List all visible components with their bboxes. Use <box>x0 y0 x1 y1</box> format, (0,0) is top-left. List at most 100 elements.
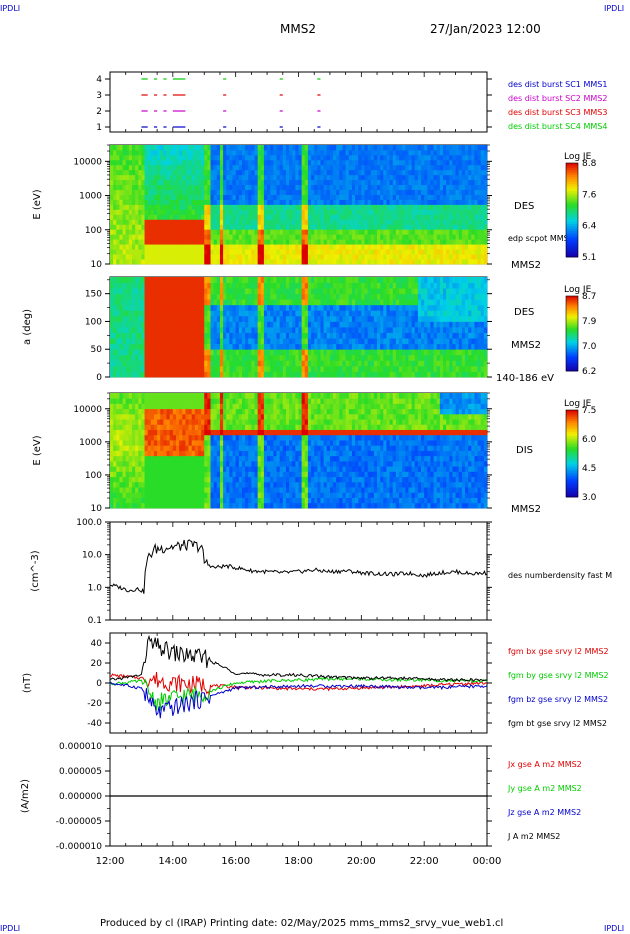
des-energy-cell <box>370 159 375 166</box>
des-energy-cell <box>197 194 202 200</box>
des-energy-cell <box>116 159 120 166</box>
des-energy-cell <box>367 219 372 225</box>
des-energy-cell <box>150 224 155 230</box>
des-pitch-cell <box>150 315 155 322</box>
des-energy-cell <box>210 214 215 220</box>
des-energy-cell <box>336 234 340 240</box>
des-energy-cell <box>430 194 434 200</box>
des-energy-cell <box>153 244 158 250</box>
des-energy-cell <box>270 239 274 245</box>
des-energy-cell <box>449 145 453 151</box>
des-energy-cell <box>389 194 394 200</box>
des-energy-cell <box>411 224 416 230</box>
des-energy-cell <box>307 199 312 205</box>
des-pitch-cell <box>191 365 196 372</box>
des-energy-cell <box>339 249 343 255</box>
des-energy-cell <box>245 169 249 176</box>
des-energy-cell <box>282 169 287 176</box>
des-pitch-cell <box>317 327 321 333</box>
des-energy-cell <box>446 149 450 156</box>
des-energy-cell <box>471 174 475 181</box>
des-pitch-cell <box>213 293 218 300</box>
des-energy-cell <box>282 174 287 181</box>
des-energy-cell <box>471 179 475 186</box>
des-pitch-cell <box>276 310 281 317</box>
des-pitch-cell <box>405 310 409 317</box>
des-energy-cell <box>150 209 155 215</box>
des-energy-cell <box>182 184 186 191</box>
des-pitch-cell <box>414 282 419 289</box>
des-pitch-cell <box>153 332 158 339</box>
des-energy-colorbar-cell <box>566 193 578 197</box>
des-pitch-cell <box>251 321 255 328</box>
des-pitch-cell <box>333 371 337 378</box>
des-pitch-cell <box>377 365 381 372</box>
des-pitch-cell <box>326 371 331 378</box>
des-energy-cell <box>116 145 120 151</box>
des-energy-cell <box>373 154 378 161</box>
des-energy-cell <box>138 229 142 235</box>
des-energy-cell <box>276 239 281 245</box>
des-energy-cell <box>355 154 359 161</box>
des-pitch-cell <box>317 293 321 300</box>
des-energy-cell <box>166 229 171 235</box>
des-pitch-cell <box>373 299 378 306</box>
des-energy-cell <box>216 224 221 230</box>
des-pitch-cell <box>248 343 252 350</box>
des-pitch-cell <box>307 288 312 295</box>
des-energy-cell <box>367 229 372 235</box>
des-energy-cell <box>207 234 211 240</box>
des-energy-cell <box>273 244 277 250</box>
des-pitch-cell <box>361 371 365 378</box>
des-energy-cell <box>427 154 431 161</box>
des-energy-cell <box>207 224 211 230</box>
des-energy-cell <box>427 229 431 235</box>
des-energy-cell <box>446 259 450 265</box>
des-energy-cell <box>229 244 233 250</box>
des-pitch-cell <box>172 327 177 333</box>
des-energy-cell <box>270 145 274 151</box>
des-energy-cell <box>213 174 218 181</box>
des-energy-cell <box>210 239 215 245</box>
des-energy-cell <box>216 214 221 220</box>
des-energy-cell <box>443 254 447 260</box>
des-energy-cell <box>452 219 456 225</box>
des-energy-cell <box>131 254 136 260</box>
des-pitch-cell <box>226 277 230 283</box>
des-energy-cell <box>386 189 391 195</box>
des-energy-cell <box>138 244 142 250</box>
des-energy-cell <box>380 145 384 151</box>
des-pitch-cell <box>254 321 259 328</box>
des-energy-cell <box>399 145 403 151</box>
des-energy-cell <box>282 194 287 200</box>
des-pitch-cell <box>157 310 161 317</box>
des-pitch-cell <box>364 315 369 322</box>
des-energy-cell <box>449 254 453 260</box>
des-pitch-cell <box>131 365 136 372</box>
des-pitch-cell <box>163 343 167 350</box>
des-energy-cell <box>414 239 419 245</box>
des-energy-cell <box>443 239 447 245</box>
des-energy-cell <box>311 239 315 245</box>
des-pitch-cell <box>329 315 334 322</box>
des-pitch-cell <box>204 354 208 361</box>
des-pitch-cell <box>386 277 391 283</box>
des-pitch-cell <box>339 349 343 356</box>
des-energy-cell <box>282 209 287 215</box>
des-pitch-cell <box>197 288 202 295</box>
des-energy-cell <box>204 244 208 250</box>
des-energy-cell <box>386 209 391 215</box>
des-pitch-cell <box>383 365 387 372</box>
des-pitch-cell <box>314 299 318 306</box>
des-energy-cell <box>348 254 353 260</box>
des-energy-cell <box>465 149 469 156</box>
des-pitch-cell <box>314 327 318 333</box>
des-pitch-cell <box>201 304 205 311</box>
des-pitch-cell <box>345 282 350 289</box>
des-pitch-cell <box>191 288 196 295</box>
des-energy-overlay-label: edp scpot MMS2 <box>508 234 574 243</box>
des-energy-cell <box>389 145 394 151</box>
des-pitch-cell <box>383 327 387 333</box>
des-energy-cell <box>128 199 133 205</box>
des-pitch-cell <box>179 288 183 295</box>
